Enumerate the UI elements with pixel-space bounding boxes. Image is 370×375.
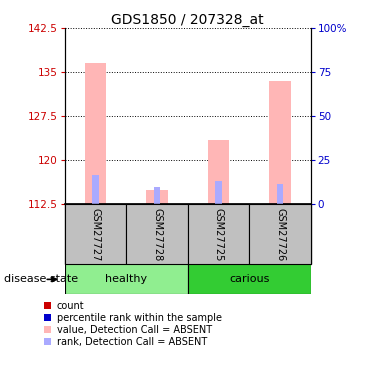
Bar: [249, 204, 311, 264]
Text: rank, Detection Call = ABSENT: rank, Detection Call = ABSENT: [57, 337, 207, 346]
Bar: [215, 181, 222, 204]
Text: GSM27728: GSM27728: [152, 208, 162, 261]
Text: GSM27726: GSM27726: [275, 208, 285, 261]
Bar: [146, 190, 168, 204]
Bar: [92, 175, 99, 204]
Bar: [126, 204, 188, 264]
Bar: [269, 81, 291, 204]
Text: disease state: disease state: [4, 274, 78, 284]
Text: carious: carious: [229, 274, 269, 284]
Text: healthy: healthy: [105, 274, 147, 284]
Bar: [154, 187, 160, 204]
Text: GSM27727: GSM27727: [91, 208, 101, 261]
Text: count: count: [57, 301, 84, 310]
Text: value, Detection Call = ABSENT: value, Detection Call = ABSENT: [57, 325, 212, 334]
Text: GDS1850 / 207328_at: GDS1850 / 207328_at: [111, 13, 264, 27]
Bar: [188, 204, 249, 264]
Text: GSM27725: GSM27725: [213, 208, 223, 261]
Bar: [85, 63, 106, 204]
Bar: [208, 140, 229, 204]
Bar: [277, 184, 283, 204]
Bar: [188, 264, 311, 294]
Bar: [65, 204, 126, 264]
Text: percentile rank within the sample: percentile rank within the sample: [57, 313, 222, 322]
Bar: [65, 264, 188, 294]
